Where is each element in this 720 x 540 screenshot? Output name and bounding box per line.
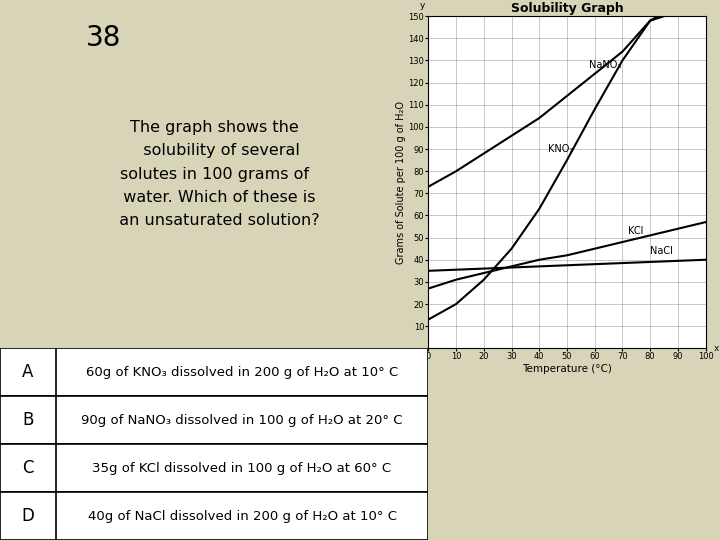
Text: NaCl: NaCl [650,246,673,256]
Bar [0,492,428,540]
Text: The graph shows the
   solubility of several
solutes in 100 grams of
  water. Wh: The graph shows the solubility of severa… [109,120,320,228]
Text: KNO₃: KNO₃ [548,144,573,154]
Title: Solubility Graph: Solubility Graph [510,2,624,15]
Text: x: x [714,344,719,353]
Y-axis label: Grams of Solute per 100 g of H₂O: Grams of Solute per 100 g of H₂O [395,101,405,264]
Text: A: A [22,363,34,381]
Text: NaNO₃: NaNO₃ [589,60,621,70]
Text: KCl: KCl [628,226,644,236]
Text: 40g of NaCl dissolved in 200 g of H₂O at 10° C: 40g of NaCl dissolved in 200 g of H₂O at… [88,510,397,523]
Text: B: B [22,411,34,429]
Text: y: y [420,1,426,10]
Text: C: C [22,459,34,477]
X-axis label: Temperature (°C): Temperature (°C) [522,364,612,374]
Text: D: D [22,507,35,525]
Text: 35g of KCl dissolved in 100 g of H₂O at 60° C: 35g of KCl dissolved in 100 g of H₂O at … [92,462,392,475]
Text: 60g of KNO₃ dissolved in 200 g of H₂O at 10° C: 60g of KNO₃ dissolved in 200 g of H₂O at… [86,366,398,379]
Bar [0,396,428,444]
Text: 38: 38 [86,24,121,52]
Bar [0,348,428,396]
Bar [0,444,428,492]
Text: 90g of NaNO₃ dissolved in 100 g of H₂O at 20° C: 90g of NaNO₃ dissolved in 100 g of H₂O a… [81,414,402,427]
